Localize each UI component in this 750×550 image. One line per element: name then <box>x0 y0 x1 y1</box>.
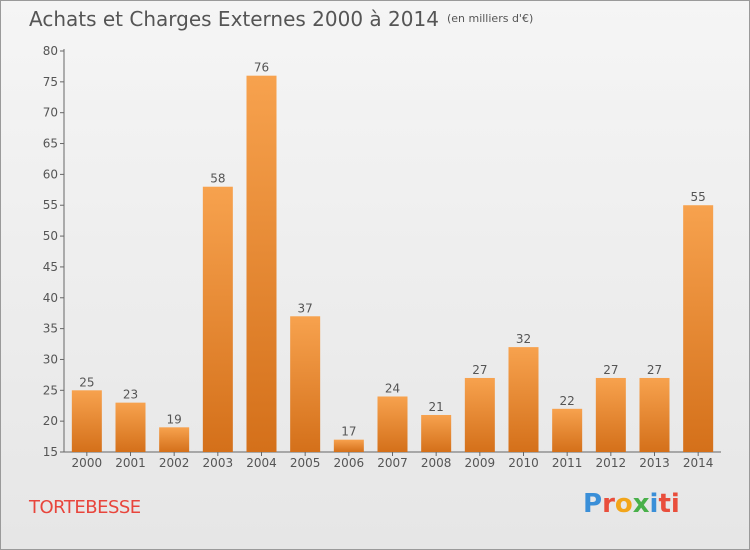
x-tick-label-2006: 2006 <box>334 456 365 470</box>
commune-name: TORTEBESSE <box>29 497 141 518</box>
bar-2009 <box>464 377 495 452</box>
x-tick-label-2005: 2005 <box>290 456 321 470</box>
bar-2011 <box>552 408 583 452</box>
y-tick-label: 15 <box>43 445 58 459</box>
x-tick-label-2010: 2010 <box>508 456 539 470</box>
x-tick-label-2001: 2001 <box>115 456 146 470</box>
chart-title: Achats et Charges Externes 2000 à 2014 (e… <box>29 7 533 31</box>
x-tick-label-2003: 2003 <box>203 456 234 470</box>
y-tick-label: 50 <box>43 229 58 243</box>
x-tick-label-2000: 2000 <box>72 456 103 470</box>
y-tick-label: 45 <box>43 260 58 274</box>
bar-2006 <box>333 439 364 452</box>
x-tick-label-2004: 2004 <box>246 456 277 470</box>
y-tick-label: 55 <box>43 198 58 212</box>
data-label-2000: 25 <box>79 375 94 389</box>
data-label-2007: 24 <box>385 381 400 395</box>
bar-2002 <box>159 427 190 452</box>
x-tick-label-2013: 2013 <box>639 456 670 470</box>
data-label-2009: 27 <box>472 363 487 377</box>
data-label-2011: 22 <box>560 394 575 408</box>
x-tick-label-2008: 2008 <box>421 456 452 470</box>
data-label-2005: 37 <box>298 301 313 315</box>
y-tick-label: 25 <box>43 383 58 397</box>
data-label-2014: 55 <box>691 190 706 204</box>
y-tick-label: 60 <box>43 167 58 181</box>
bar-2003 <box>202 186 233 452</box>
bar-2004 <box>246 75 277 452</box>
y-tick-label: 40 <box>43 291 58 305</box>
y-tick-label: 20 <box>43 414 58 428</box>
x-tick-label-2007: 2007 <box>377 456 408 470</box>
data-label-2002: 19 <box>167 412 182 426</box>
x-tick-label-2012: 2012 <box>596 456 627 470</box>
chart-unit: (en milliers d'€) <box>446 12 534 25</box>
x-tick-label-2002: 2002 <box>159 456 190 470</box>
y-tick-label: 30 <box>43 352 58 366</box>
bar-2000 <box>71 390 102 452</box>
bar-2005 <box>290 316 321 452</box>
y-tick-label: 70 <box>43 106 58 120</box>
data-label-2010: 32 <box>516 332 531 346</box>
chart-title-text: Achats et Charges Externes 2000 à 2014 <box>29 7 439 31</box>
y-tick-label: 65 <box>43 137 58 151</box>
data-label-2008: 21 <box>429 400 444 414</box>
y-tick-label: 80 <box>43 44 58 58</box>
x-tick-label-2014: 2014 <box>683 456 714 470</box>
bar-2014 <box>683 205 714 452</box>
y-tick-label: 75 <box>43 75 58 89</box>
bar-2013 <box>639 377 670 452</box>
data-label-2012: 27 <box>603 363 618 377</box>
data-label-2001: 23 <box>123 388 138 402</box>
bar-2008 <box>421 414 452 452</box>
bar-2001 <box>115 402 146 452</box>
x-tick-label-2009: 2009 <box>465 456 496 470</box>
bar-2012 <box>595 377 626 452</box>
bar-2010 <box>508 347 539 452</box>
bar-2007 <box>377 396 408 452</box>
data-label-2003: 58 <box>210 172 225 186</box>
data-label-2013: 27 <box>647 363 662 377</box>
proxiti-logo: Proxiti <box>583 489 680 519</box>
y-tick-label: 35 <box>43 322 58 336</box>
x-tick-label-2011: 2011 <box>552 456 583 470</box>
data-label-2006: 17 <box>341 425 356 439</box>
data-label-2004: 76 <box>254 61 269 75</box>
